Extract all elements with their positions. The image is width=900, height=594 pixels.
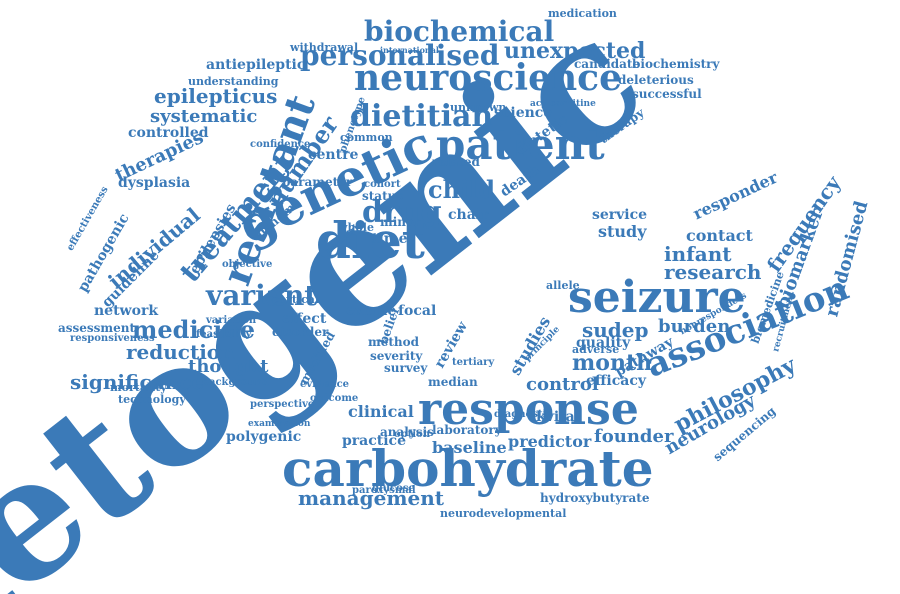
word-dysplasia: dysplasia (118, 175, 191, 191)
word-survey: survey (384, 361, 428, 375)
word-analysis: analysis (380, 425, 434, 439)
word-whole: whole (338, 221, 374, 234)
word-diet: diet (316, 211, 425, 270)
word-reduction: reduction (126, 340, 235, 364)
word-cohort: cohort (364, 179, 401, 190)
word-withdrawal: withdrawal (290, 41, 359, 54)
word-exome: exome (346, 303, 397, 319)
word-acylcarnitine: acylcarnitine (530, 99, 596, 109)
word-related: related (432, 155, 480, 169)
word-control: control (526, 374, 599, 395)
word-science: science (494, 105, 553, 121)
word-effect: effect (282, 311, 327, 327)
word-polygenic: polygenic (226, 429, 302, 445)
word-biochemistry: biochemistry (632, 57, 720, 71)
word-clinical: clinical (348, 402, 414, 421)
word-centre: centre (308, 147, 359, 163)
word-cortical: cortical (272, 293, 320, 306)
word-evidence: evidence (300, 379, 350, 390)
word-examination: examination (248, 419, 311, 429)
word-minor: minor (380, 215, 421, 229)
word-parameter: parameter (282, 175, 353, 189)
word-hydroxybutyrate: hydroxybutyrate (540, 491, 650, 505)
word-kvita: kvita (536, 409, 575, 425)
word-response: response (418, 384, 639, 435)
word-controlled: controlled (128, 125, 209, 141)
word-variation: variation (206, 315, 257, 326)
word-management: management (298, 486, 444, 510)
word-epilepticus: epilepticus (154, 84, 278, 108)
word-child: child (428, 175, 496, 204)
word-service: service (592, 207, 648, 223)
word-burden: burden (658, 316, 731, 337)
word-neuroscience: neuroscience (354, 57, 622, 99)
word-confidence: confidence (250, 139, 311, 150)
word-responder: responder (690, 167, 781, 224)
word-month: month (572, 350, 653, 376)
word-chair: chair (448, 207, 489, 223)
word-option: option (394, 429, 431, 440)
word-feasibility: feasibility (196, 329, 252, 340)
word-technology: technology (118, 393, 186, 406)
word-laboratory: laboratory (432, 423, 502, 437)
word-background: background (202, 377, 269, 388)
word-glucose: glucose (372, 483, 415, 494)
word-baseline: baseline (432, 438, 507, 457)
word-time: time (372, 231, 408, 247)
word-understanding: understanding (188, 75, 279, 88)
word-successful: successful (632, 87, 702, 101)
word-biochemical: biochemical (364, 15, 555, 48)
word-mortality: mortality (110, 381, 167, 394)
word-patient: patient (436, 120, 605, 169)
word-tertiary: tertiary (452, 357, 495, 368)
word-candidate: candidate (574, 57, 641, 71)
word-international: international (380, 45, 439, 55)
word-quality: quality (576, 335, 631, 351)
word-drug: drug (362, 195, 442, 230)
word-focal: focal (398, 303, 437, 319)
word-variant: variant (206, 279, 318, 312)
word-efficacy: efficacy (586, 373, 646, 389)
word-thought: thought (188, 356, 269, 377)
word-responsiveness: responsiveness (70, 333, 155, 344)
word-objective: objective (222, 259, 273, 270)
word-significance: significance (70, 370, 205, 394)
word-disorder: disorder (272, 325, 329, 339)
word-founder: founder (594, 426, 674, 447)
word-medication: medication (548, 7, 617, 20)
word-personalised: personalised (300, 39, 500, 72)
word-allele: allele (546, 279, 580, 292)
word-assessment: assessment (58, 321, 136, 335)
word-antiepileptic: antiepileptic (206, 57, 306, 73)
word-study: study (598, 222, 647, 241)
word-infant: infant (664, 242, 732, 266)
word-carbohydrate: carbohydrate (282, 439, 654, 498)
word-unexpected: unexpected (504, 38, 646, 64)
word-contact: contact (686, 226, 753, 245)
word-status: status (362, 189, 404, 203)
word-common: common (340, 131, 393, 144)
word-median: median (428, 375, 478, 389)
word-unknown: unknown (450, 101, 507, 114)
word-network: network (94, 303, 159, 319)
word-practice: practice (342, 433, 406, 449)
word-systematic: systematic (150, 106, 258, 127)
word-predictor: predictor (508, 432, 592, 451)
word-method: method (368, 335, 419, 349)
word-seizure: seizure (568, 272, 746, 323)
word-sudep: sudep (582, 318, 649, 342)
word-medicine: medicine (132, 315, 256, 344)
word-severity: severity (370, 349, 423, 363)
word-diagnostic: diagnostic (494, 409, 553, 420)
word-adverse: adverse (572, 343, 620, 356)
word-perspective: perspective (250, 399, 315, 410)
word-outcome: outcome (310, 393, 359, 404)
word-paroxysmal: paroxysmal (352, 485, 416, 496)
word-dietitian: dietitian (350, 99, 494, 134)
word-neurodevelopmental: neurodevelopmental (440, 507, 567, 520)
word-research: research (664, 260, 762, 284)
word-deleterious: deleterious (618, 73, 694, 87)
